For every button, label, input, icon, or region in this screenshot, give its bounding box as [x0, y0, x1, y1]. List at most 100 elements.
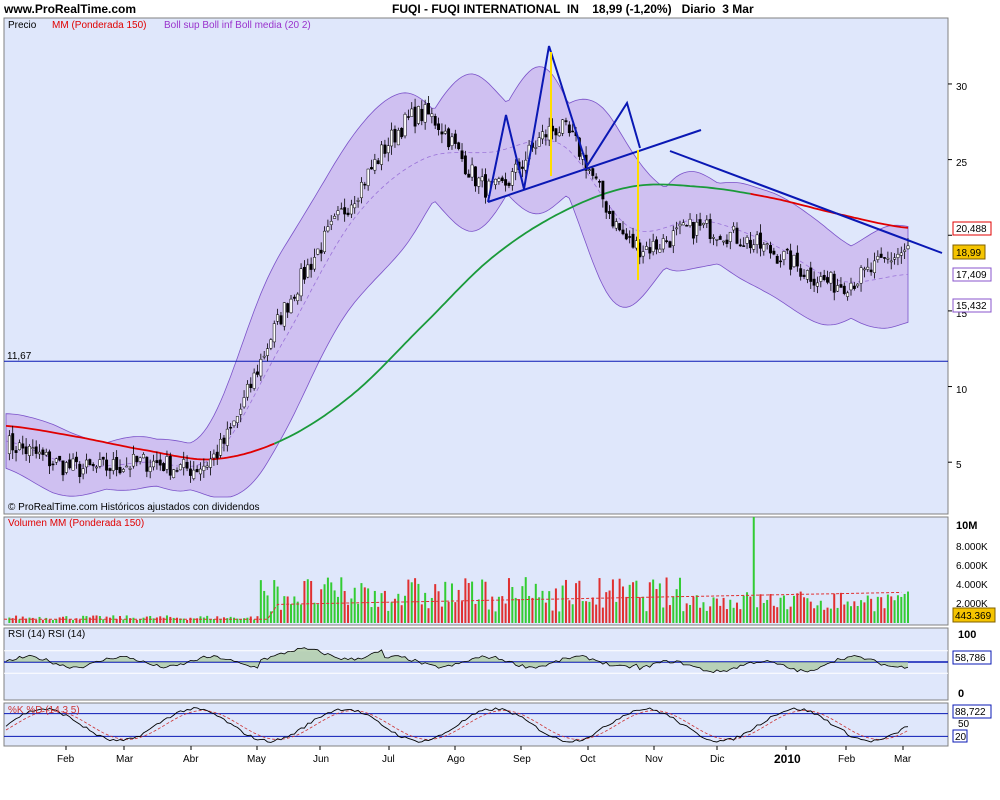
volume-bar — [826, 607, 829, 623]
volume-bar — [541, 590, 544, 623]
candle-body — [222, 437, 226, 444]
candle-body — [651, 241, 655, 252]
candle-body — [809, 267, 813, 282]
volume-bar — [212, 618, 215, 623]
candle-body — [504, 179, 508, 186]
volume-bar — [625, 596, 628, 623]
volume-bar — [746, 592, 749, 623]
volume-bar — [102, 619, 105, 623]
volume-bar — [501, 596, 504, 623]
vol-tick-4000: 4.000K — [956, 580, 988, 591]
volume-bar — [38, 616, 41, 623]
volume-bar — [377, 606, 380, 623]
candle-body — [319, 249, 323, 254]
candle-body — [17, 442, 21, 451]
x-label-jul: Jul — [382, 754, 395, 765]
candle-body — [235, 416, 239, 424]
volume-bar — [404, 595, 407, 623]
candle-body — [155, 460, 159, 463]
volume-bar — [645, 611, 648, 623]
candle-body — [353, 203, 357, 209]
volume-bar — [474, 603, 477, 623]
candle-body — [175, 470, 179, 472]
badge-bollmid: 17,409 — [956, 270, 987, 281]
candle-body — [480, 176, 484, 182]
volume-bar — [383, 590, 386, 623]
candle-body — [21, 443, 25, 449]
candle-body — [239, 408, 243, 415]
volume-bar — [819, 600, 822, 623]
volume-bar — [440, 606, 443, 623]
volume-bar — [685, 603, 688, 623]
candle-body — [276, 314, 280, 322]
candle-body — [718, 236, 722, 240]
candle-body — [185, 461, 189, 469]
candle-body — [598, 181, 601, 183]
candle-body — [366, 168, 370, 186]
candle-body — [24, 446, 28, 455]
candle-body — [443, 130, 447, 134]
candle-body — [131, 454, 135, 467]
volume-bar — [414, 578, 417, 623]
volume-bar — [749, 596, 752, 623]
candle-body — [370, 167, 373, 170]
candle-body — [202, 465, 206, 471]
volume-bar — [876, 596, 879, 623]
volume-bar — [179, 618, 182, 623]
price-tick-30: 30 — [956, 82, 968, 93]
legend-stochastic: %K %D (14 3 5) — [8, 705, 80, 716]
candle-body — [762, 244, 766, 252]
volume-bar — [373, 590, 376, 623]
vol-badge: 443.369 — [955, 611, 992, 622]
candle-body — [866, 266, 870, 270]
candle-body — [752, 244, 756, 250]
candle-body — [423, 104, 427, 123]
candle-body — [849, 282, 853, 291]
candle-body — [500, 177, 504, 182]
candle-body — [115, 457, 119, 470]
candle-body — [722, 240, 726, 243]
candle-body — [192, 469, 196, 479]
candle-body — [346, 212, 350, 216]
volume-bar — [196, 618, 199, 623]
volume-bar — [762, 602, 765, 623]
candle-body — [142, 454, 145, 459]
candle-body — [406, 116, 410, 118]
candle-body — [557, 132, 561, 137]
candle-body — [229, 426, 233, 429]
candle-body — [128, 468, 132, 470]
volume-bar — [236, 618, 239, 623]
candle-body — [658, 248, 662, 253]
volume-bar — [330, 582, 333, 623]
candle-body — [457, 142, 461, 150]
candle-body — [467, 173, 471, 178]
volume-bar — [206, 615, 209, 623]
candle-body — [484, 174, 487, 198]
volume-bar — [380, 593, 383, 623]
candle-body — [554, 128, 558, 136]
volume-bar — [303, 581, 306, 623]
volume-bar — [72, 619, 75, 623]
volume-bar — [202, 617, 205, 623]
volume-bar — [333, 590, 336, 623]
candle-body — [386, 145, 390, 154]
volume-bar — [326, 577, 329, 623]
volume-bar — [461, 601, 464, 623]
volume-bar — [497, 596, 500, 623]
site-label[interactable]: www.ProRealTime.com — [4, 2, 137, 16]
volume-bar — [222, 617, 225, 623]
volume-bar — [866, 595, 869, 623]
candle-body — [74, 456, 78, 463]
x-label-jun: Jun — [313, 754, 329, 765]
volume-bar — [860, 600, 863, 623]
volume-bar — [481, 579, 484, 623]
volume-bar — [759, 594, 762, 623]
candle-body — [795, 252, 799, 267]
candle-body — [105, 459, 109, 471]
volume-bar — [444, 581, 447, 623]
badge-price: 18,99 — [956, 248, 981, 259]
candle-body — [537, 137, 541, 147]
volume-bar — [870, 598, 873, 623]
candle-body — [38, 451, 41, 455]
